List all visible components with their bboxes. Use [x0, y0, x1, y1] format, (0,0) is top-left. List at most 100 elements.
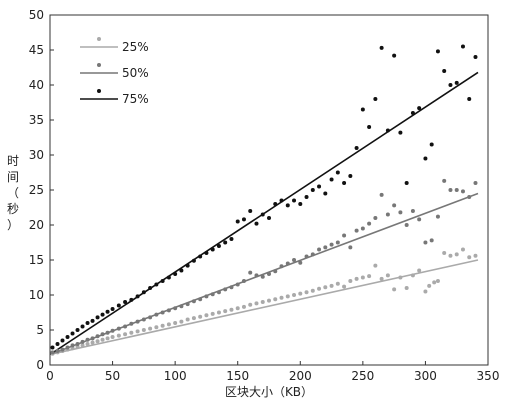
- data-point-series-1: [367, 221, 372, 226]
- data-point-series-0: [160, 323, 165, 328]
- data-point-series-1: [166, 308, 171, 313]
- data-point-series-2: [285, 203, 290, 208]
- data-point-series-2: [75, 328, 80, 332]
- data-point-series-0: [335, 281, 340, 286]
- data-point-series-0: [123, 332, 128, 337]
- data-point-series-1: [65, 345, 70, 350]
- data-point-series-1: [335, 240, 340, 245]
- data-point-series-1: [360, 226, 365, 231]
- data-point-series-1: [80, 339, 85, 344]
- data-point-series-2: [148, 286, 153, 290]
- legend-label: 75%: [122, 92, 149, 106]
- data-point-series-1: [460, 189, 465, 194]
- data-point-series-2: [423, 156, 428, 161]
- data-point-series-2: [360, 107, 365, 112]
- data-point-series-0: [216, 310, 221, 315]
- data-point-series-0: [229, 307, 234, 312]
- data-point-series-2: [348, 174, 353, 178]
- data-point-series-0: [317, 286, 322, 291]
- data-point-series-0: [185, 317, 190, 322]
- data-point-series-2: [129, 297, 134, 302]
- legend-marker: [97, 37, 101, 41]
- data-point-series-2: [342, 181, 347, 185]
- data-point-series-1: [248, 270, 253, 275]
- data-point-series-0: [110, 335, 115, 339]
- data-point-series-2: [367, 125, 372, 129]
- data-point-series-1: [55, 349, 60, 353]
- data-point-series-0: [348, 279, 353, 283]
- axes: 0 50 100 150 200 250 300 350 0 5 10 15 20 25 30 35 40 45 5…: [29, 8, 500, 383]
- legend: 25% 50% 75%: [80, 37, 149, 106]
- data-point-series-1: [354, 228, 359, 233]
- x-tick-label: 50: [105, 369, 120, 383]
- y-tick-label: 35: [29, 113, 44, 127]
- data-point-series-0: [198, 314, 203, 319]
- data-point-series-1: [235, 282, 240, 287]
- data-point-series-0: [235, 306, 240, 311]
- data-point-series-1: [454, 188, 459, 192]
- data-point-series-2: [304, 195, 309, 199]
- data-point-series-2: [173, 272, 178, 276]
- data-point-series-2: [273, 202, 278, 206]
- x-tick-label: 0: [46, 369, 54, 383]
- data-point-series-1: [110, 328, 115, 333]
- data-point-series-0: [254, 301, 259, 306]
- data-point-series-1: [123, 324, 128, 329]
- data-point-series-1: [210, 292, 215, 297]
- data-point-series-0: [166, 322, 171, 327]
- data-point-series-0: [432, 280, 437, 285]
- data-point-series-0: [267, 298, 271, 303]
- y-tick-label: 30: [29, 148, 44, 162]
- y-axis-label-char: 时: [7, 154, 19, 168]
- x-axis-label: 区块大小（KB）: [225, 385, 313, 399]
- data-point-series-0: [385, 273, 390, 278]
- data-point-series-2: [123, 300, 128, 304]
- data-point-series-2: [417, 106, 422, 111]
- data-point-series-0: [85, 342, 90, 346]
- data-point-series-2: [65, 335, 70, 339]
- data-point-series-2: [317, 184, 322, 189]
- data-point-series-1: [173, 306, 178, 311]
- data-point-series-2: [310, 188, 315, 192]
- data-point-series-0: [342, 284, 347, 289]
- data-point-series-0: [442, 251, 447, 255]
- data-point-series-1: [310, 252, 315, 257]
- data-point-series-2: [292, 198, 297, 203]
- data-point-series-2: [254, 221, 259, 226]
- y-tick-label: 20: [29, 218, 44, 232]
- data-point-series-1: [429, 238, 434, 243]
- data-point-series-0: [204, 313, 209, 318]
- data-point-series-2: [260, 212, 265, 217]
- data-point-series-2: [460, 44, 465, 49]
- data-point-series-0: [223, 309, 228, 314]
- data-point-series-2: [100, 312, 105, 317]
- data-point-series-0: [373, 263, 378, 268]
- data-point-series-1: [379, 192, 384, 197]
- data-point-series-2: [160, 279, 165, 283]
- data-point-series-2: [70, 331, 75, 336]
- data-point-series-2: [410, 111, 415, 115]
- x-tick-label: 150: [226, 369, 249, 383]
- data-point-series-2: [179, 268, 184, 273]
- data-point-series-1: [105, 330, 110, 335]
- data-point-series-1: [148, 315, 153, 320]
- data-point-series-2: [191, 258, 196, 263]
- data-point-series-1: [323, 245, 328, 250]
- y-axis-label-char: 间: [7, 170, 19, 184]
- data-point-series-1: [267, 272, 271, 276]
- data-point-series-2: [154, 282, 159, 287]
- data-point-series-0: [379, 276, 384, 281]
- y-tick-label: 0: [36, 358, 44, 372]
- data-point-series-0: [304, 290, 309, 295]
- data-point-series-2: [398, 130, 403, 135]
- y-axis-label: 时间 （ 秒 ）: [7, 154, 19, 232]
- data-point-series-1: [60, 347, 65, 352]
- data-point-series-2: [454, 80, 459, 85]
- data-point-series-2: [373, 97, 378, 101]
- legend-marker: [97, 89, 101, 93]
- data-point-series-1: [260, 274, 265, 279]
- data-point-series-0: [141, 328, 146, 332]
- data-point-series-0: [360, 275, 365, 280]
- data-point-series-2: [248, 209, 253, 213]
- data-point-series-1: [85, 337, 90, 342]
